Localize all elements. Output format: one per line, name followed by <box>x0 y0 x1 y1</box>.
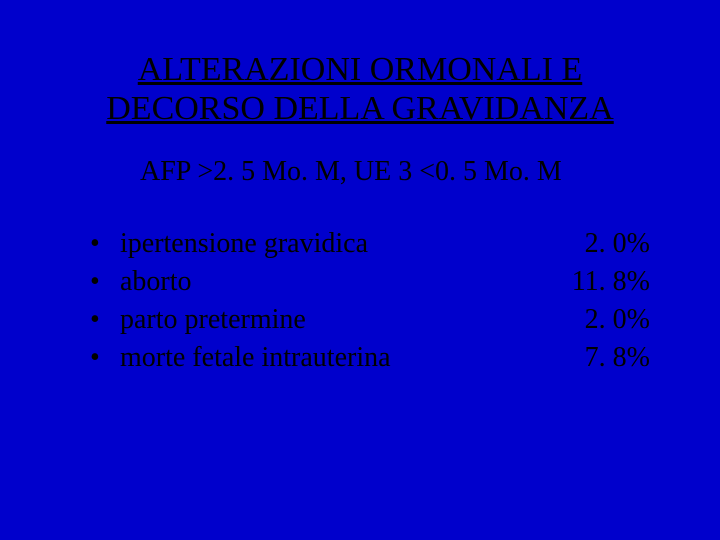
list-item: • parto pretermine 2. 0% <box>90 304 660 336</box>
bullet-icon: • <box>90 304 120 336</box>
slide: ALTERAZIONI ORMONALI E DECORSO DELLA GRA… <box>0 0 720 540</box>
item-value: 2. 0% <box>550 304 660 336</box>
title-line-2: DECORSO DELLA GRAVIDANZA <box>106 90 614 127</box>
bullet-icon: • <box>90 342 120 374</box>
slide-subtitle: AFP >2. 5 Mo. M, UE 3 <0. 5 Mo. M <box>60 156 660 188</box>
item-value: 11. 8% <box>550 266 660 298</box>
item-label: morte fetale intrauterina <box>120 342 550 374</box>
item-value: 2. 0% <box>550 228 660 260</box>
bullet-icon: • <box>90 228 120 260</box>
list-item: • aborto 11. 8% <box>90 266 660 298</box>
slide-title: ALTERAZIONI ORMONALI E DECORSO DELLA GRA… <box>60 50 660 128</box>
item-value: 7. 8% <box>550 342 660 374</box>
list-item: • ipertensione gravidica 2. 0% <box>90 228 660 260</box>
item-label: aborto <box>120 266 550 298</box>
list-item: • morte fetale intrauterina 7. 8% <box>90 342 660 374</box>
item-label: ipertensione gravidica <box>120 228 550 260</box>
bullet-icon: • <box>90 266 120 298</box>
item-label: parto pretermine <box>120 304 550 336</box>
bullet-list: • ipertensione gravidica 2. 0% • aborto … <box>60 228 660 374</box>
title-line-1: ALTERAZIONI ORMONALI E <box>138 51 582 88</box>
